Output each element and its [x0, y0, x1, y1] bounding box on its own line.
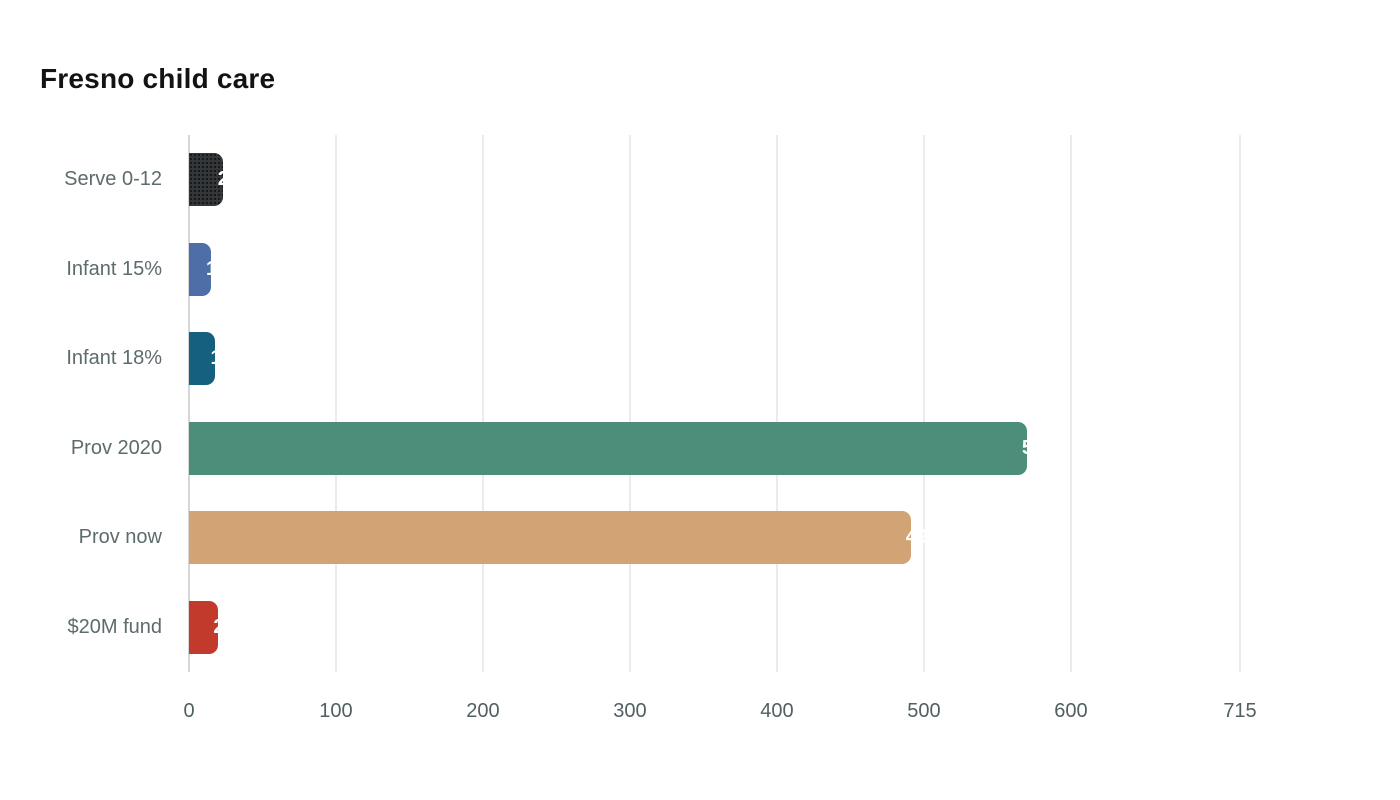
plot-area [188, 135, 1354, 672]
bar [189, 153, 223, 207]
category-label: Prov now [78, 526, 162, 549]
gridline [775, 135, 778, 672]
category-label: Prov 2020 [70, 436, 162, 459]
bar [189, 511, 911, 565]
x-tick-label: 600 [1054, 700, 1088, 722]
bar [189, 421, 1027, 475]
gridline [922, 135, 925, 672]
gridline [628, 135, 631, 672]
bar-value-label: 20 [213, 615, 236, 638]
bar-value-label: 23 [217, 168, 241, 191]
bar-value-label: 491 [905, 526, 940, 549]
chart-title: Fresno child care [40, 63, 276, 94]
category-label: $20M fund [67, 615, 162, 638]
x-tick-label: 0 [183, 700, 195, 722]
x-tick-label: 300 [613, 700, 647, 722]
bar-value-label: 18 [210, 347, 233, 370]
y-axis-line [188, 135, 190, 672]
category-label: Serve 0-12 [64, 168, 162, 191]
category-label: Infant 18% [66, 347, 162, 370]
category-label: Infant 15% [66, 257, 162, 280]
bar [189, 600, 219, 654]
x-tick-label: 500 [907, 700, 941, 722]
gridline [1239, 135, 1241, 672]
bar [189, 332, 216, 386]
gridline [481, 135, 484, 672]
x-tick-label: 200 [466, 700, 500, 722]
gridline [1069, 135, 1072, 672]
bar-value-label: 570 [1021, 436, 1056, 459]
x-tick-label: 100 [319, 700, 353, 722]
bar-value-label: 15 [206, 257, 229, 280]
x-tick-label: 400 [760, 700, 794, 722]
gridline [334, 135, 337, 672]
bar [189, 242, 212, 296]
x-tick-label: 715 [1223, 700, 1257, 722]
